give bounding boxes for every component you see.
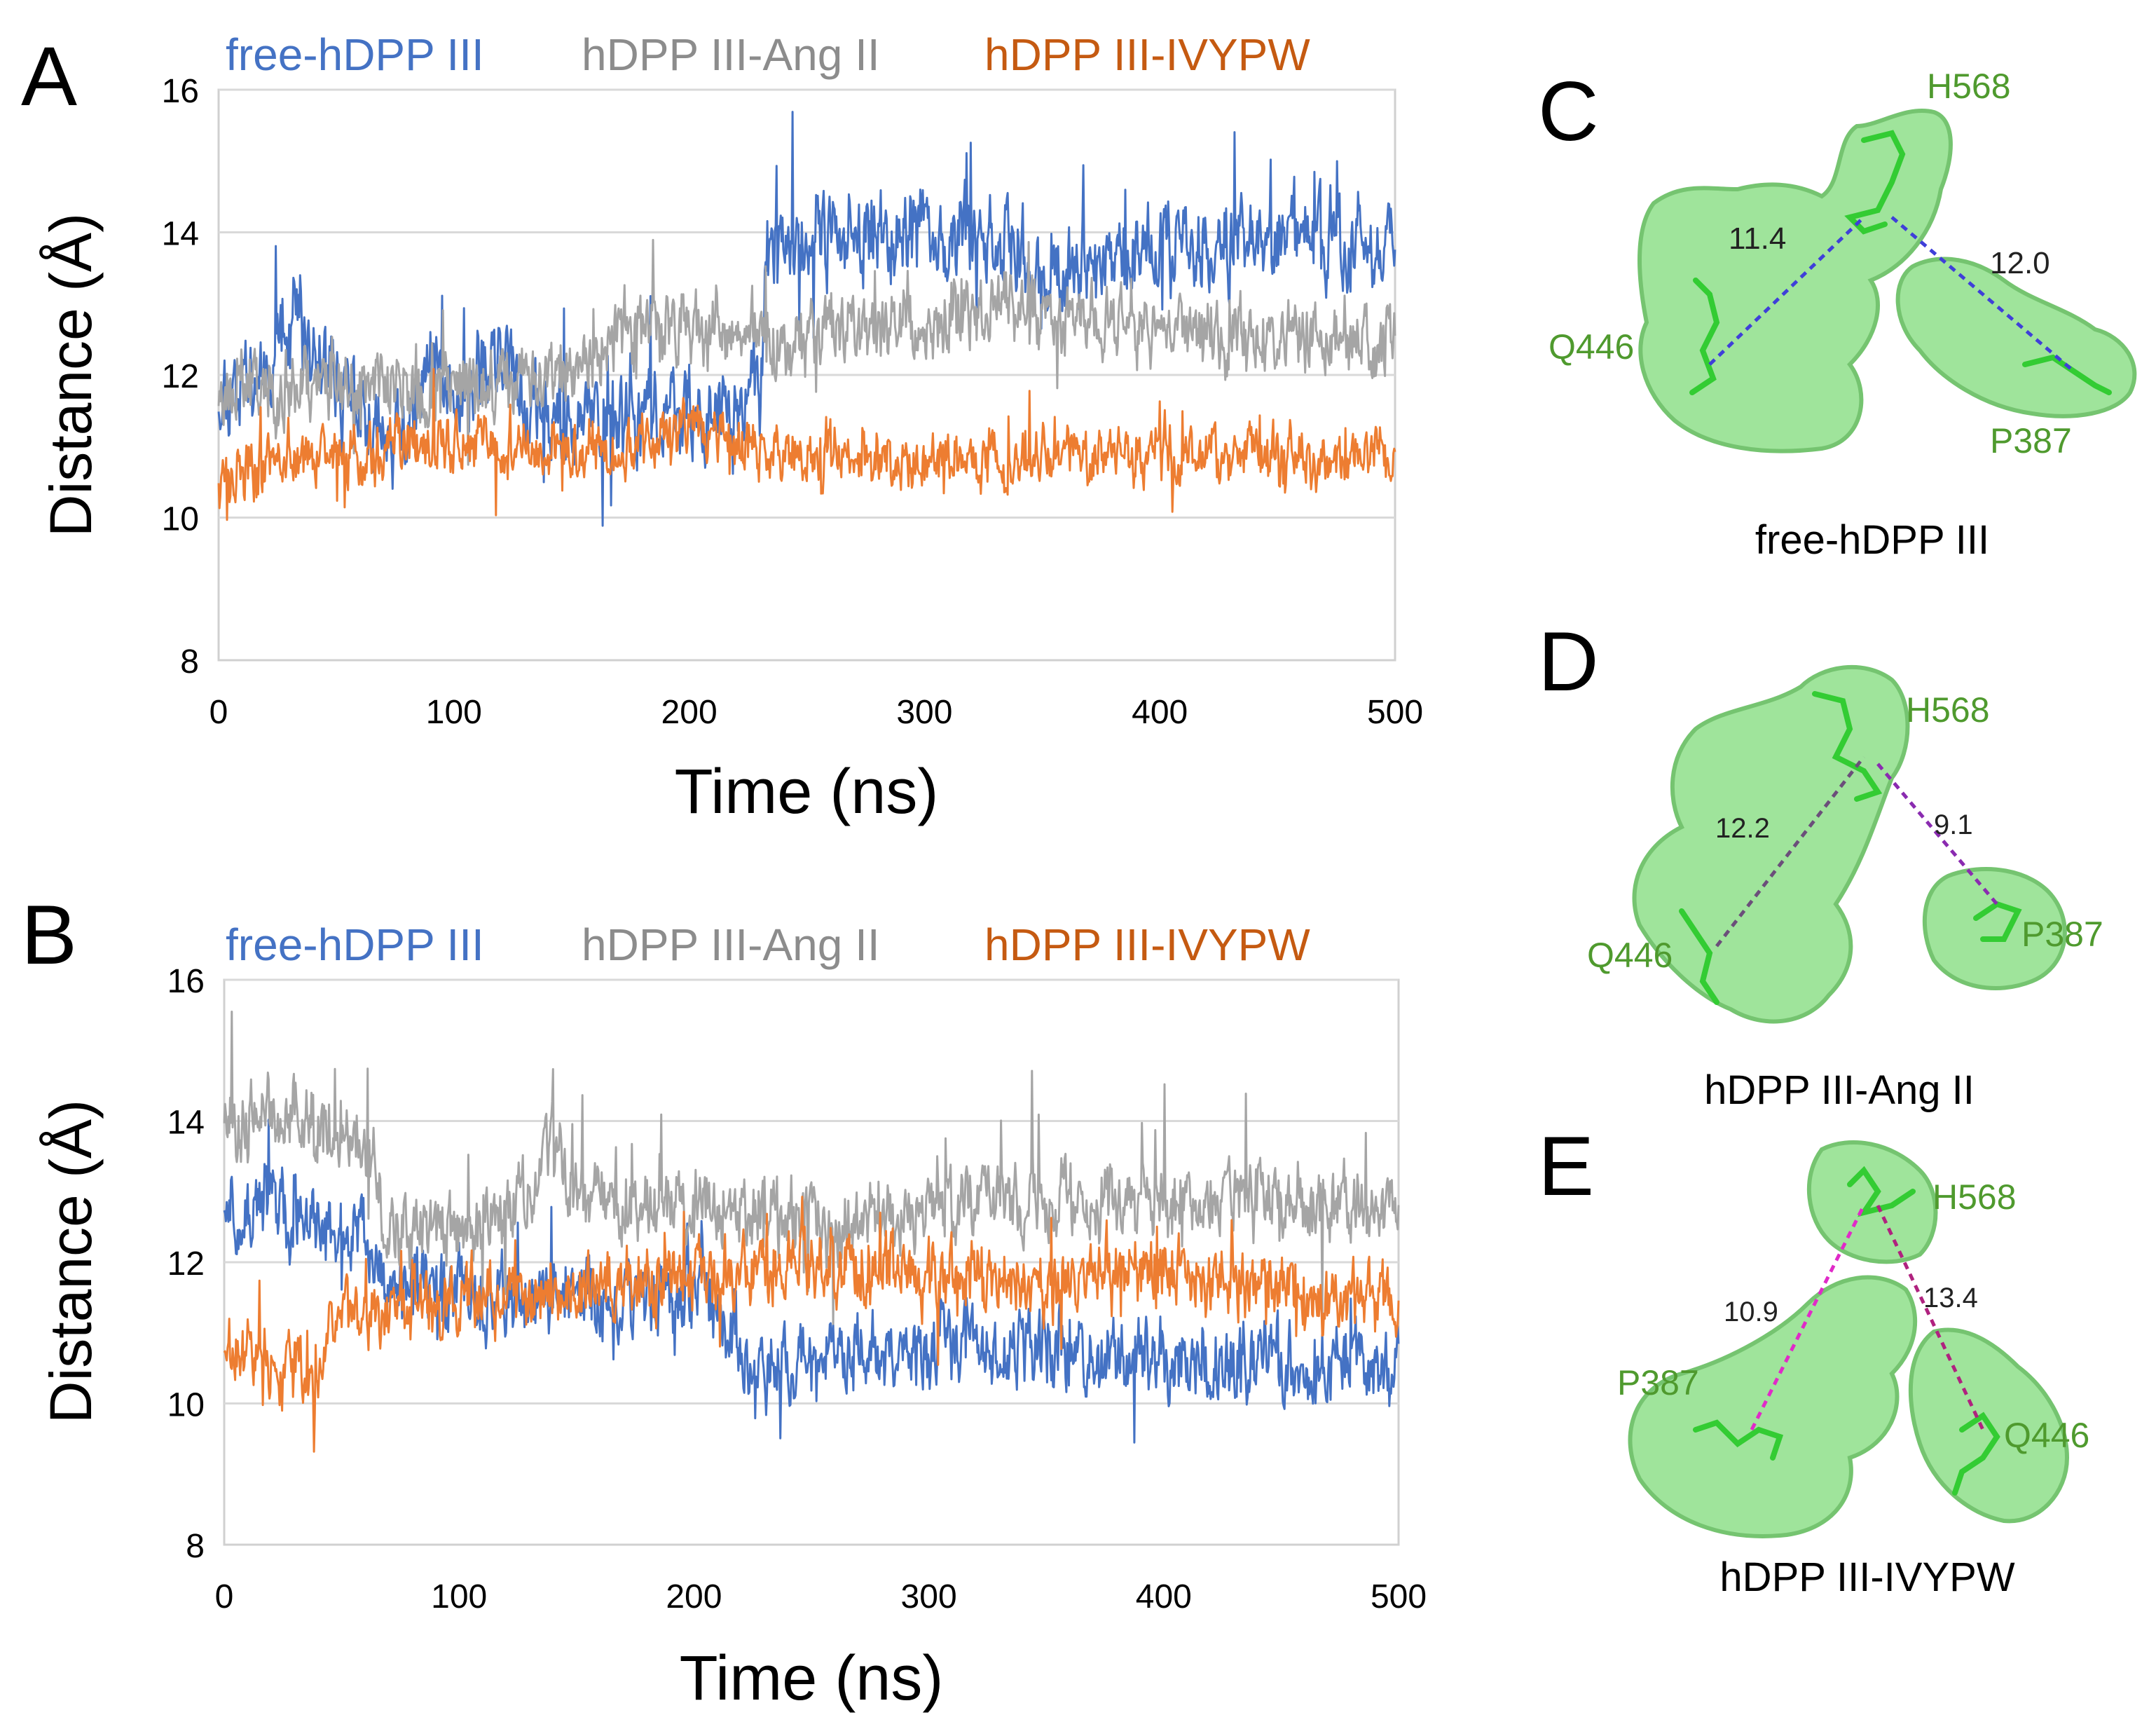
legend-ang-b: hDPP III-Ang II [582, 920, 880, 970]
series-line-a-2 [217, 368, 1396, 521]
chart-a: A free-hDPP III hDPP III-Ang II hDPP III… [21, 29, 1423, 827]
panel-label-d: D [1538, 615, 1599, 709]
x-tick-label-b-4: 400 [1136, 1578, 1192, 1615]
y-tick-label-b-2: 12 [167, 1245, 205, 1283]
x-ticks-b: 0 100 200 300 400 500 [215, 1578, 1427, 1615]
x-tick-label-b-2: 200 [666, 1578, 722, 1615]
x-axis-label-b: Time (ns) [680, 1643, 944, 1714]
y-tick-label-a-0: 8 [180, 643, 199, 681]
distance-line-d-2 [1876, 763, 1998, 905]
structure-caption-e: hDPP III-IVYPW [1719, 1554, 2014, 1600]
structure-panel-c: C 11.4 12.0 H568 Q446 P387 free-hDPP III [1538, 64, 2137, 563]
y-axis-label-b: Distance (Å) [38, 1100, 104, 1423]
residue-label-h568-e: H568 [1932, 1177, 2017, 1217]
y-tick-label-b-3: 14 [167, 1105, 205, 1142]
structure-panel-e: E 10.9 13.4 H568 P387 Q446 hDPP III-IVYP… [1538, 1119, 2089, 1600]
residue-sticks-d [1679, 691, 2022, 1005]
x-tick-label-a-4: 400 [1132, 694, 1188, 731]
x-axis-label-a: Time (ns) [675, 757, 939, 827]
residue-sticks-c [1689, 130, 2112, 395]
y-tick-label-a-3: 14 [162, 216, 199, 253]
x-tick-label-a-3: 300 [896, 694, 952, 731]
molecular-surface-c [1637, 109, 2137, 453]
distance-line-d-1 [1715, 756, 1865, 948]
legend-ivypw-a: hDPP III-IVYPW [984, 29, 1310, 80]
grid-b [224, 978, 1399, 1405]
distance-label-d-1: 12.2 [1715, 813, 1770, 844]
panel-label-e: E [1538, 1119, 1594, 1213]
residue-label-h568-c: H568 [1927, 67, 2011, 106]
y-axis-label-a: Distance (Å) [38, 213, 104, 537]
x-tick-label-b-0: 0 [215, 1578, 234, 1615]
series-line-a-0 [217, 111, 1396, 527]
panel-label-b: B [21, 888, 77, 982]
x-tick-label-b-5: 500 [1371, 1578, 1427, 1615]
x-tick-label-a-1: 100 [426, 694, 482, 731]
distance-label-d-2: 9.1 [1934, 809, 1973, 840]
distance-line-c-2 [1890, 216, 2075, 373]
legend-b: free-hDPP III hDPP III-Ang II hDPP III-I… [226, 920, 1310, 970]
x-tick-label-b-3: 300 [901, 1578, 957, 1615]
y-tick-label-b-1: 10 [167, 1387, 205, 1424]
distance-label-c-1: 11.4 [1729, 221, 1786, 256]
y-tick-label-b-0: 8 [186, 1528, 205, 1565]
y-tick-label-a-2: 12 [162, 358, 199, 395]
chart-b: B free-hDPP III hDPP III-Ang II hDPP III… [21, 888, 1427, 1714]
panel-label-a: A [21, 29, 77, 123]
residue-label-h568-d: H568 [1906, 690, 1990, 730]
residue-label-q446-e: Q446 [2004, 1416, 2089, 1455]
residue-label-p387-c: P387 [1990, 421, 2072, 460]
legend-ang-a: hDPP III-Ang II [582, 29, 880, 80]
panel-label-c: C [1538, 64, 1599, 158]
y-tick-label-b-4: 16 [167, 963, 205, 1000]
x-ticks-a: 0 100 200 300 400 500 [210, 694, 1423, 731]
legend-free-a: free-hDPP III [226, 29, 484, 80]
y-tick-label-a-4: 16 [162, 73, 199, 110]
legend-ivypw-b: hDPP III-IVYPW [984, 920, 1310, 970]
distance-label-e-2: 13.4 [1923, 1283, 1978, 1313]
distance-line-c-1 [1708, 216, 1865, 366]
residue-label-p387-d: P387 [2021, 915, 2103, 954]
series-line-a-1 [217, 238, 1396, 466]
distance-line-e-1 [1750, 1204, 1866, 1431]
structure-caption-c: free-hDPP III [1755, 517, 1989, 563]
y-ticks-b: 8 10 12 14 16 [167, 963, 205, 1565]
structure-caption-d: hDPP III-Ang II [1704, 1067, 1975, 1113]
residue-label-q446-c: Q446 [1549, 327, 1634, 367]
residue-label-q446-d: Q446 [1587, 936, 1673, 975]
structure-panel-d: D 12.2 9.1 H568 Q446 P387 hDPP III-Ang I… [1538, 615, 2103, 1113]
y-ticks-a: 8 10 12 14 16 [162, 73, 199, 681]
residue-label-p387-e: P387 [1617, 1363, 1699, 1402]
x-tick-label-a-2: 200 [661, 694, 717, 731]
y-tick-label-a-1: 10 [162, 501, 199, 538]
series-line-b-1 [223, 1011, 1400, 1325]
x-tick-label-a-0: 0 [210, 694, 228, 731]
series-group-a [217, 111, 1396, 527]
x-tick-label-a-5: 500 [1367, 694, 1423, 731]
distance-line-e-2 [1876, 1204, 1985, 1431]
series-line-b-2 [223, 1196, 1400, 1453]
x-tick-label-b-1: 100 [431, 1578, 487, 1615]
legend-free-b: free-hDPP III [226, 920, 484, 970]
series-group-b [223, 1011, 1400, 1453]
distance-label-c-2: 12.0 [1990, 246, 2050, 280]
distance-label-e-1: 10.9 [1724, 1297, 1778, 1327]
legend-a: free-hDPP III hDPP III-Ang II hDPP III-I… [226, 29, 1310, 80]
residue-sticks-e [1693, 1166, 2000, 1496]
